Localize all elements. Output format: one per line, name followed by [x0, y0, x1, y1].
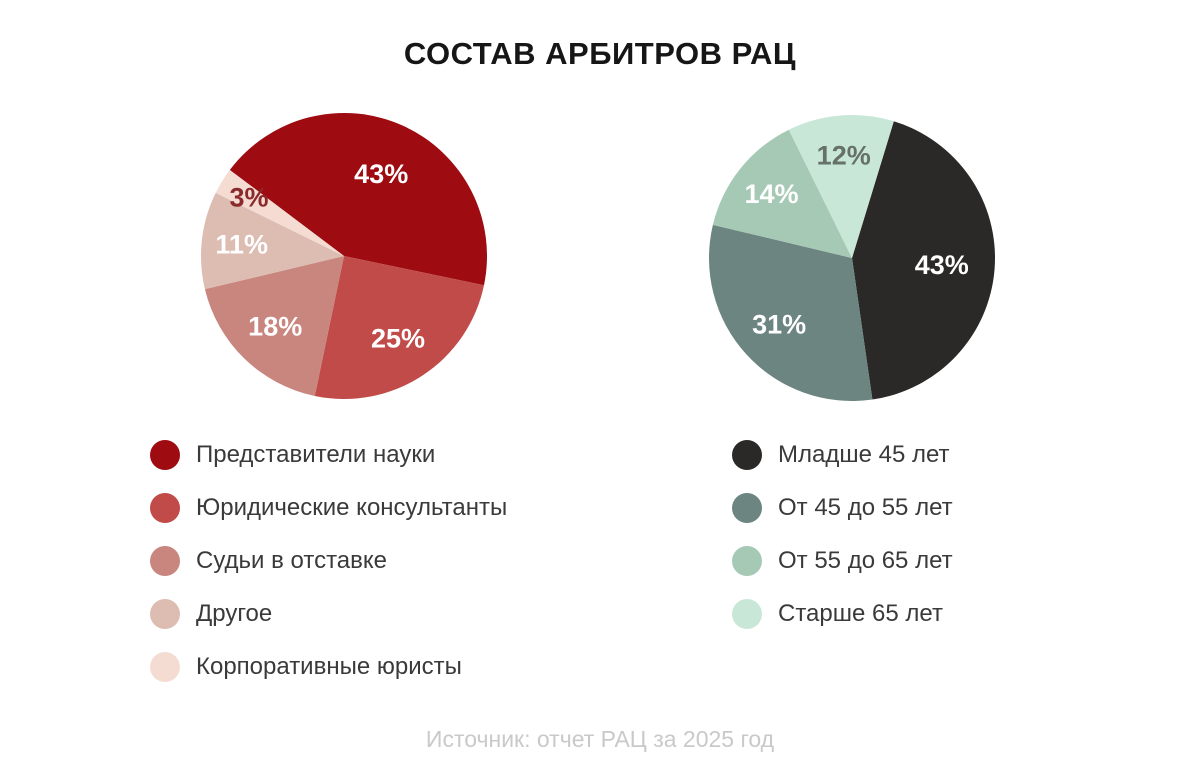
legend-label: Младше 45 лет: [778, 441, 950, 468]
legend-item: Судьи в отставке: [150, 546, 507, 576]
legend-item: Представители науки: [150, 440, 507, 470]
legend-item: От 55 до 65 лет: [732, 546, 953, 576]
legend-item: Другое: [150, 599, 507, 629]
legend-label: Представители науки: [196, 441, 436, 468]
slice-label: 11%: [215, 230, 268, 260]
legend-item: Старше 65 лет: [732, 599, 953, 629]
pie-slice-14%: [712, 129, 852, 258]
legend-label: От 45 до 55 лет: [778, 494, 953, 521]
slice-label: 31%: [752, 310, 806, 340]
pie-slice-31%: [708, 224, 873, 402]
legend-swatch: [732, 599, 762, 629]
slice-label: 14%: [744, 179, 798, 209]
page-title: СОСТАВ АРБИТРОВ РАЦ: [403, 36, 797, 71]
pie-slice-11%: [200, 192, 344, 290]
source-caption: Источник: отчет РАЦ за 2025 год: [425, 726, 775, 752]
legend-label: Юридические консультанты: [196, 494, 508, 521]
legend-item: Младше 45 лет: [732, 440, 953, 470]
legend-label: От 55 до 65 лет: [778, 547, 953, 574]
legend-item: От 45 до 55 лет: [732, 493, 953, 523]
pie-slice-43%: [852, 121, 996, 400]
pie-slice-3%: [215, 169, 344, 256]
legend-swatch: [150, 493, 180, 523]
legend-swatch: [150, 599, 180, 629]
legend-swatch: [732, 493, 762, 523]
legend-label: Корпоративные юристы: [196, 653, 462, 680]
pie-slice-12%: [788, 114, 894, 258]
legend-item: Корпоративные юристы: [150, 652, 507, 682]
pie-slice-43%: [229, 113, 488, 286]
slice-label: 18%: [248, 312, 302, 342]
pie-chart-arbitrator-background: 43% 25% 18% 11% 3%: [200, 113, 488, 400]
legend-swatch: [150, 652, 180, 682]
legend-label: Старше 65 лет: [778, 600, 943, 627]
pie-slice-25%: [314, 256, 484, 400]
legend-swatch: [150, 440, 180, 470]
pie-slice-18%: [204, 256, 344, 396]
slice-label: 12%: [817, 140, 871, 170]
legend-arbitrator-age: Младше 45 лет От 45 до 55 лет От 55 до 65 …: [732, 440, 953, 652]
legend-label: Другое: [196, 600, 273, 627]
legend-swatch: [732, 440, 762, 470]
legend-label: Судьи в отставке: [196, 547, 388, 574]
slice-label: 3%: [229, 183, 268, 213]
slice-label: 43%: [354, 159, 408, 189]
slice-label: 43%: [915, 250, 969, 280]
legend-arbitrator-background: Представители науки Юридические консульта…: [150, 440, 507, 705]
legend-swatch: [150, 546, 180, 576]
legend-item: Юридические консультанты: [150, 493, 507, 523]
slice-label: 25%: [371, 324, 425, 354]
legend-swatch: [732, 546, 762, 576]
pie-chart-arbitrator-age: 43% 31% 14% 12%: [708, 114, 996, 402]
